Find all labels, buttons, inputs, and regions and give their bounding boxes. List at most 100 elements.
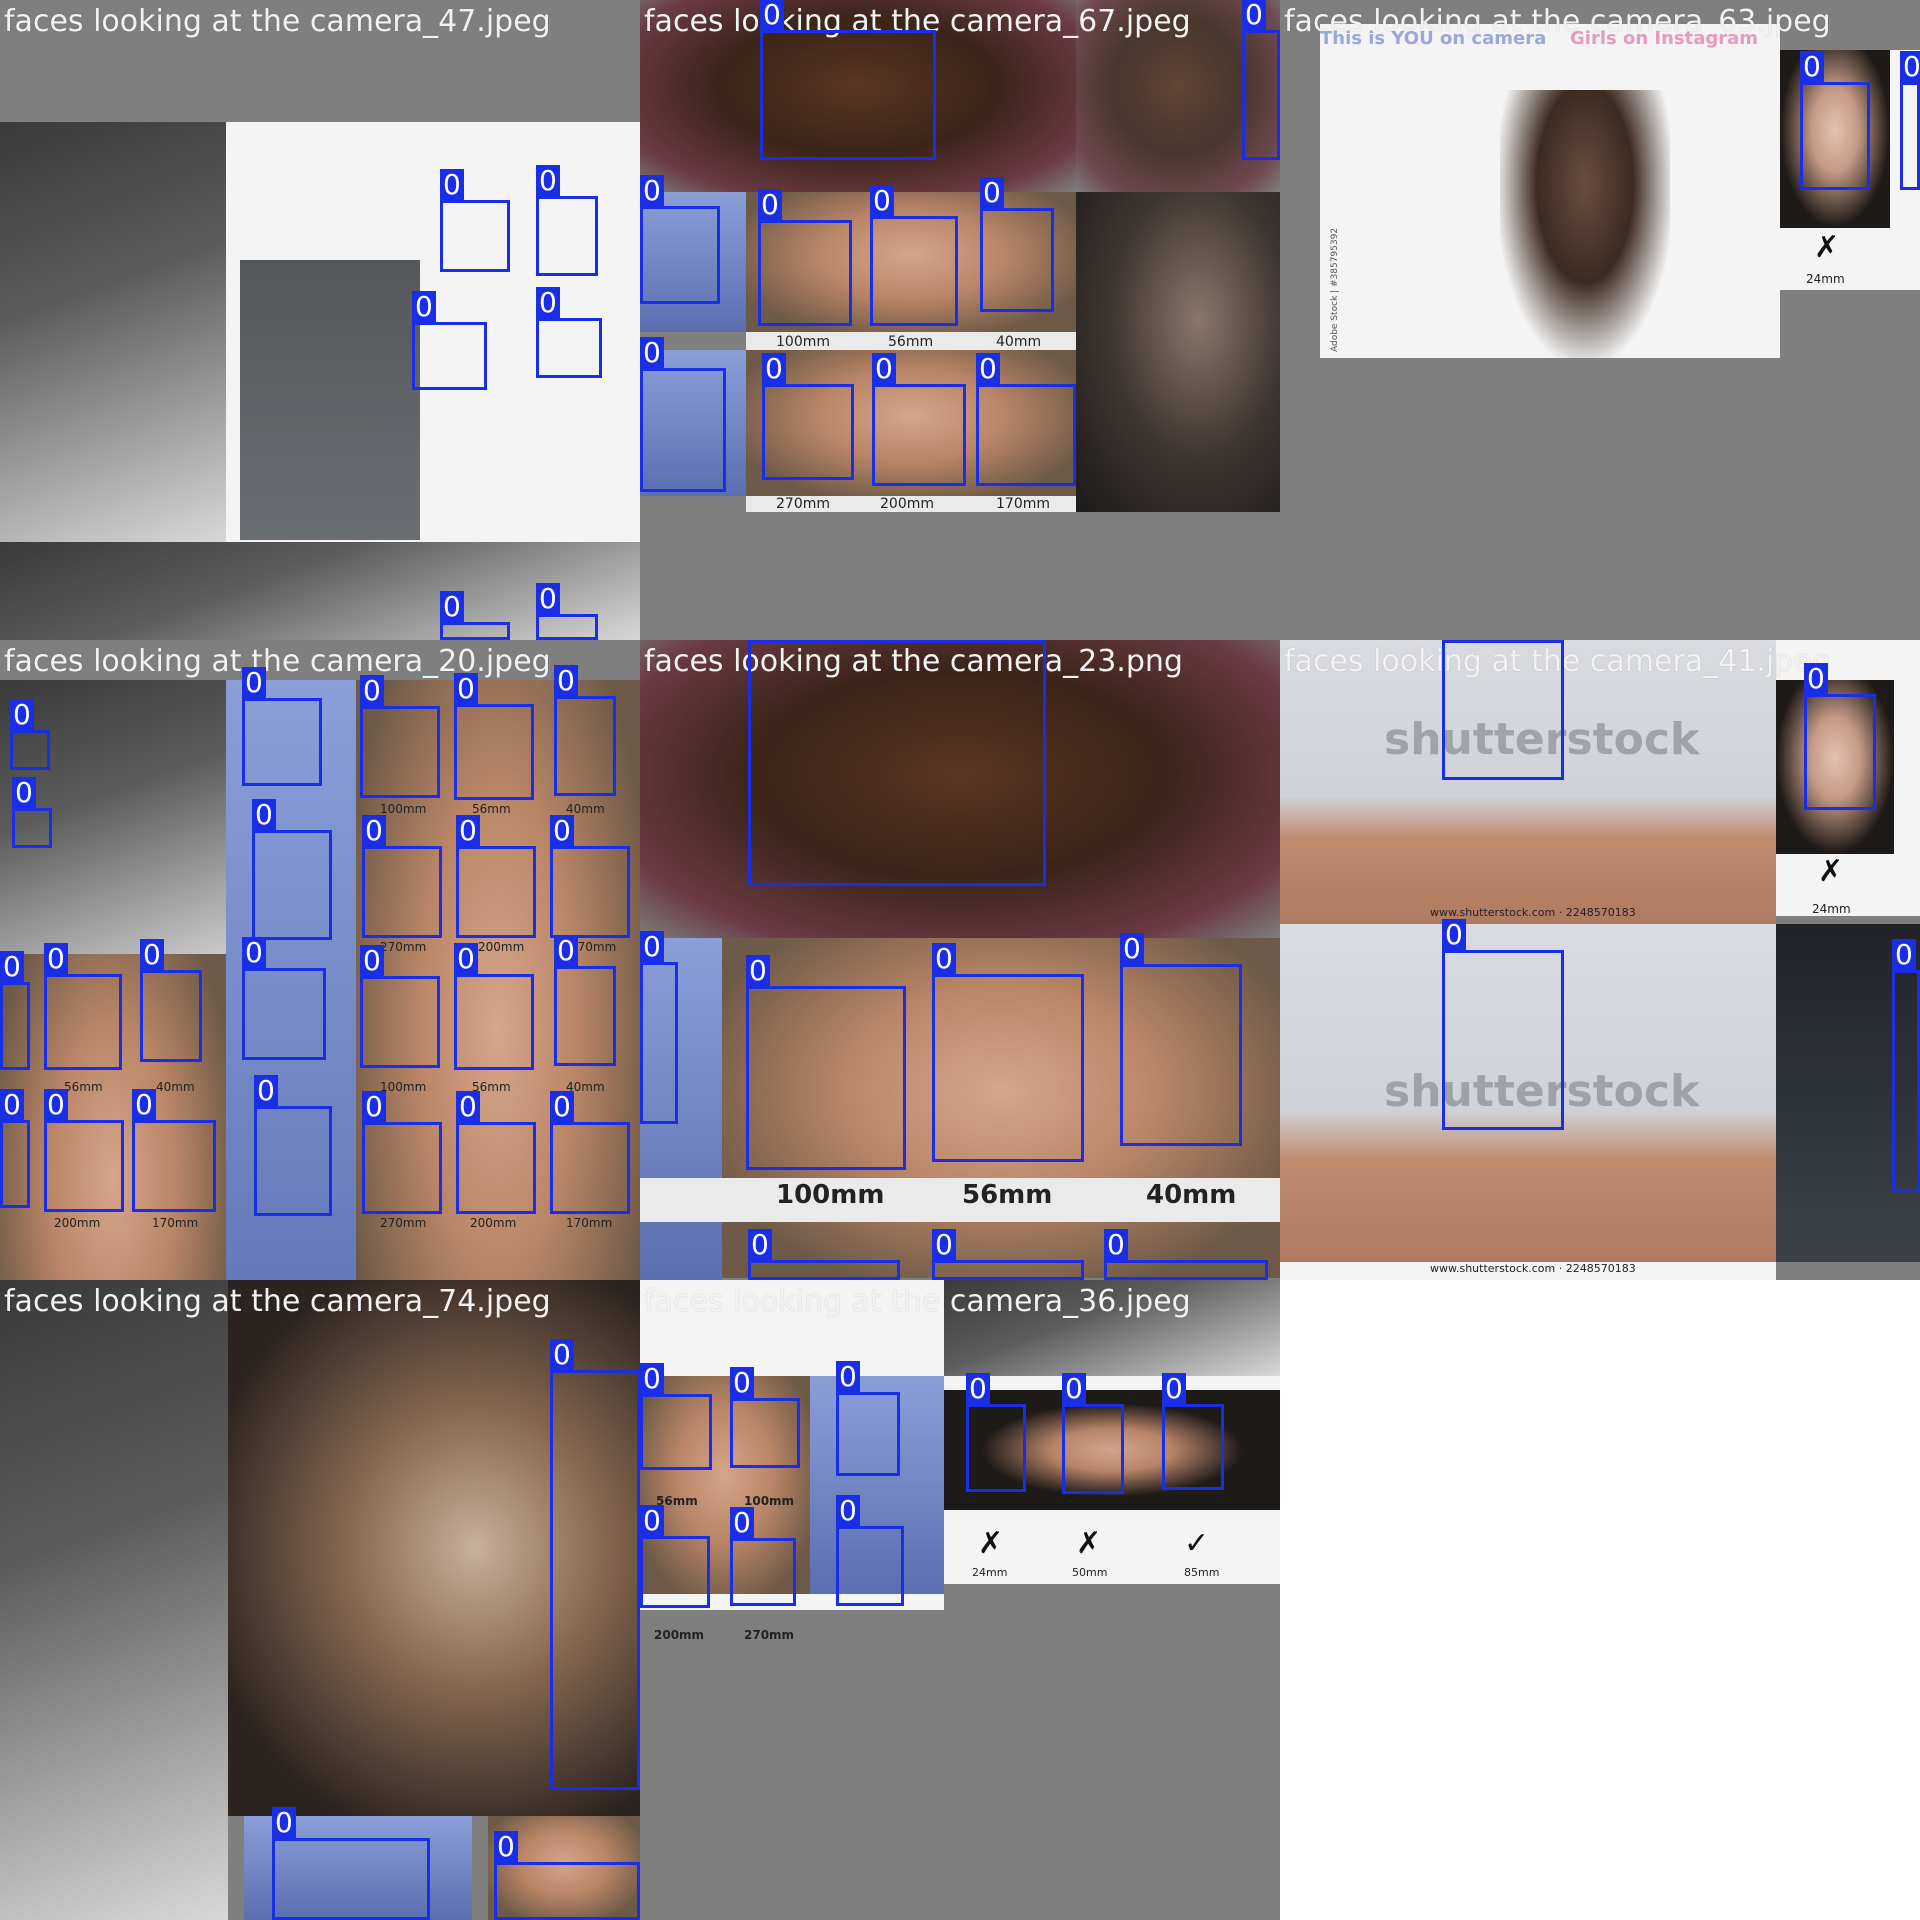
photo [356, 680, 640, 1280]
box-label: 0 [730, 1507, 754, 1539]
box-label: 0 [140, 939, 164, 971]
box-label: 0 [10, 699, 34, 731]
detection-box: 0 [0, 951, 30, 1070]
detection-box: 0 [1242, 0, 1280, 160]
detection-box: 0 [872, 353, 966, 486]
lens-caption: 200mm [478, 940, 525, 954]
box-label: 0 [640, 337, 664, 369]
box-label: 0 [1800, 51, 1824, 83]
photo [746, 192, 1076, 332]
box-label: 0 [640, 1505, 664, 1537]
lens-caption: 170mm [152, 1216, 199, 1230]
detection-box: 0 [1442, 640, 1564, 780]
lens-caption: 100mm [776, 334, 830, 350]
detection-box: 0 [362, 1091, 442, 1214]
detection-box: 0 [1104, 1229, 1268, 1280]
lens-caption: 270mm [380, 1216, 427, 1230]
box-label: 0 [440, 591, 464, 623]
detection-box: 0 [1120, 933, 1242, 1146]
detection-box: 0 [640, 931, 678, 1124]
detection-box: 0 [362, 815, 442, 938]
detection-box: 0 [640, 175, 720, 304]
box-label: 0 [640, 931, 664, 963]
lens-caption: 200mm [54, 1216, 101, 1230]
photo [640, 1594, 944, 1610]
detection-box: 0 [836, 1495, 904, 1606]
box-label: 0 [1900, 51, 1920, 83]
box-label: 0 [550, 1339, 574, 1371]
lens-caption: 56mm [888, 334, 934, 350]
box-label: 0 [640, 1363, 664, 1395]
box-label: 0 [1804, 663, 1828, 695]
detection-box: 0 [554, 665, 616, 796]
detection-box: 0 [254, 1075, 332, 1216]
detection-box: 0 [440, 169, 510, 272]
box-label: 0 [836, 1495, 860, 1527]
lens-caption: 85mm [1184, 1566, 1220, 1579]
lens-caption: 56mm [64, 1080, 103, 1094]
box-label: 0 [1242, 0, 1266, 31]
lens-caption: 100mm [744, 1494, 795, 1508]
photo [0, 954, 226, 1280]
detection-box: 0 [456, 1091, 536, 1214]
tile-title: faces looking at the camera_36.jpeg [644, 1284, 1191, 1319]
tile-title: faces looking at the camera_41.jpeg [1284, 644, 1831, 679]
detection-box: 0 [252, 799, 332, 940]
detection-box: 0 [454, 943, 534, 1070]
box-label: 0 [550, 1091, 574, 1123]
box-label: 0 [872, 353, 896, 385]
box-label: 0 [746, 955, 770, 987]
lens-caption: 50mm [1072, 1566, 1108, 1579]
tile-title: faces looking at the camera_74.jpeg [4, 1284, 551, 1319]
detection-box: 0 [748, 1229, 900, 1280]
banner-text: Girls on Instagram [1570, 28, 1759, 49]
detection-box: 0 [272, 1807, 430, 1920]
cross-mark: ✗ [978, 1526, 1004, 1561]
lens-caption: 40mm [996, 334, 1042, 350]
lens-caption: 200mm [880, 496, 934, 512]
photo [640, 192, 746, 332]
lens-caption: 270mm [380, 940, 427, 954]
tile-title: faces looking at the camera_63.jpeg [1284, 4, 1831, 39]
lens-caption: 200mm [654, 1628, 705, 1642]
box-label: 0 [0, 1089, 24, 1121]
photo [746, 332, 1076, 350]
tile: faces looking at the camera_23.png 100mm… [640, 640, 1280, 1280]
cross-mark: ✗ [1814, 230, 1840, 265]
lens-caption: 40mm [1146, 1180, 1237, 1210]
detection-box: 0 [1800, 51, 1870, 190]
box-label: 0 [1892, 939, 1916, 971]
detection-box: 0 [242, 937, 326, 1060]
lens-caption: 40mm [566, 1080, 605, 1094]
box-label: 0 [494, 1831, 518, 1863]
box-label: 0 [730, 1367, 754, 1399]
detection-box: 0 [1804, 663, 1876, 810]
tile-title: faces looking at the camera_23.png [644, 644, 1183, 679]
box-label: 0 [640, 175, 664, 207]
photo [640, 938, 722, 1280]
box-label: 0 [966, 1373, 990, 1405]
detection-box: 0 [554, 935, 616, 1066]
detection-box: 0 [730, 1367, 800, 1468]
detection-box: 0 [456, 815, 536, 938]
stock-caption: www.shutterstock.com · 2248570183 [1430, 1262, 1636, 1275]
photo [640, 1280, 944, 1376]
detection-box: 0 [640, 1363, 712, 1470]
lens-caption: 270mm [776, 496, 830, 512]
box-label: 0 [836, 1361, 860, 1393]
detection-box: 0 [1162, 1373, 1224, 1490]
detection-box: 0 [980, 177, 1054, 312]
detection-box: 0 [1900, 51, 1920, 190]
detection-box: 0 [44, 1089, 124, 1212]
detection-box: 0 [976, 353, 1076, 486]
detection-box: 0 [746, 955, 906, 1170]
tile-title: faces looking at the camera_67.jpeg [644, 4, 1191, 39]
detection-box: 0 [412, 291, 487, 390]
box-label: 0 [362, 1091, 386, 1123]
detection-box: 0 [730, 1507, 796, 1606]
box-label: 0 [1104, 1229, 1128, 1261]
lens-caption: 170mm [570, 940, 617, 954]
lens-caption: 200mm [470, 1216, 517, 1230]
photo [640, 350, 746, 496]
detection-box: 0 [760, 0, 936, 160]
